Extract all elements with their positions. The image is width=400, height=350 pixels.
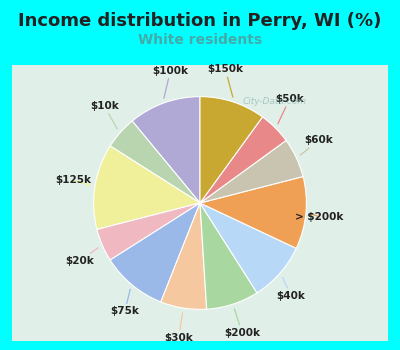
Text: > $200k: > $200k — [295, 211, 343, 222]
Text: $50k: $50k — [275, 94, 304, 124]
Wedge shape — [200, 117, 286, 203]
Wedge shape — [110, 121, 200, 203]
Text: $150k: $150k — [208, 64, 244, 97]
Text: $40k: $40k — [276, 277, 305, 301]
Text: White residents: White residents — [138, 33, 262, 47]
Wedge shape — [132, 97, 200, 203]
Wedge shape — [161, 203, 207, 309]
Text: $100k: $100k — [152, 66, 188, 98]
Text: $30k: $30k — [164, 313, 193, 343]
Text: $125k: $125k — [55, 175, 91, 185]
Wedge shape — [200, 97, 262, 203]
Wedge shape — [200, 140, 303, 203]
Text: $20k: $20k — [65, 248, 98, 266]
Wedge shape — [200, 203, 296, 293]
Text: $200k: $200k — [224, 309, 260, 337]
Text: Income distribution in Perry, WI (%): Income distribution in Perry, WI (%) — [18, 12, 382, 30]
Text: $10k: $10k — [90, 101, 119, 129]
Wedge shape — [200, 176, 306, 248]
Wedge shape — [200, 203, 257, 309]
Wedge shape — [94, 146, 200, 230]
Wedge shape — [110, 203, 200, 302]
Text: City-Data.com: City-Data.com — [242, 97, 306, 106]
Text: $60k: $60k — [300, 135, 333, 155]
Wedge shape — [97, 203, 200, 260]
Text: $75k: $75k — [110, 289, 139, 316]
